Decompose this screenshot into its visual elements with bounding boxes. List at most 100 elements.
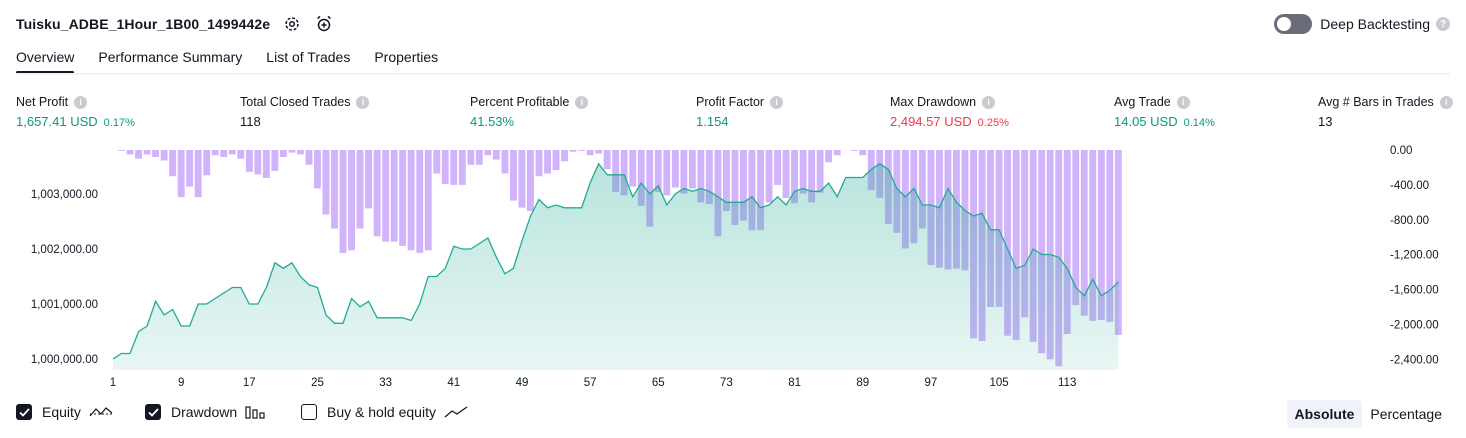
drawdown-bar <box>390 150 398 242</box>
info-icon[interactable]: i <box>982 95 996 109</box>
info-icon[interactable]: i <box>356 95 370 109</box>
metric-avg-bars-in-trades: Avg # Bars in Trades i 13 <box>1318 94 1453 130</box>
drawdown-bar <box>365 150 372 209</box>
drawdown-bar <box>578 150 585 151</box>
drawdown-bar <box>629 150 637 187</box>
right-tick-label: -2,000.00 <box>1390 319 1439 331</box>
alarm-clock-add-icon[interactable] <box>314 14 334 34</box>
drawdown-bar <box>169 150 177 177</box>
x-tick-label: 97 <box>925 377 938 389</box>
checkbox-unchecked-icon[interactable] <box>301 404 317 420</box>
drawdown-bar <box>424 150 432 251</box>
drawdown-bar <box>399 150 407 246</box>
drawdown-bar <box>407 150 415 251</box>
metric-label: Total Closed Trades <box>240 95 351 109</box>
drawdown-bar <box>254 150 262 175</box>
drawdown-bar <box>373 150 381 237</box>
tab-list-of-trades[interactable]: List of Trades <box>266 49 351 65</box>
drawdown-bar <box>603 150 611 170</box>
right-axis: 0.00 -400.00 -800.00 -1,200.00 -1,600.00 -2,0… <box>1390 145 1439 366</box>
x-tick-label: 57 <box>584 377 597 389</box>
drawdown-bar <box>791 150 798 204</box>
x-tick-label: 81 <box>788 377 801 389</box>
x-axis: 1 9 17 25 33 41 49 57 65 73 81 89 97 105 113 <box>110 377 1077 389</box>
right-tick-label: -800.00 <box>1390 215 1429 227</box>
tab-performance-summary[interactable]: Performance Summary <box>98 49 243 65</box>
drawdown-bar <box>211 150 219 156</box>
equity-label: Equity <box>42 404 81 420</box>
drawdown-bar <box>544 150 551 174</box>
drawdown-label: Drawdown <box>171 404 238 420</box>
drawdown-bar <box>356 150 364 229</box>
drawdown-bar <box>723 150 730 211</box>
drawdown-bar <box>1097 150 1105 320</box>
drawdown-bar <box>450 150 458 185</box>
bars-icon <box>245 404 265 420</box>
metric-percent: 0.17% <box>103 117 135 129</box>
drawdown-bar <box>825 150 833 163</box>
metric-value: 2,494.57 USD <box>890 114 972 129</box>
info-icon[interactable]: i <box>1176 95 1190 109</box>
percentage-button[interactable]: Percentage <box>1370 406 1442 422</box>
deep-backtesting-toggle[interactable] <box>1274 14 1313 34</box>
drawdown-bar <box>382 150 390 242</box>
tab-properties[interactable]: Properties <box>374 49 439 65</box>
drawdown-bar <box>816 150 824 193</box>
tab-overview[interactable]: Overview <box>16 46 75 74</box>
left-axis: 1,000,000.00 1,001,000.00 1,002,000.00 1,00… <box>31 189 98 366</box>
drawdown-bar <box>441 150 449 184</box>
equity-area <box>113 163 1119 370</box>
info-icon[interactable]: i <box>74 95 88 109</box>
drawdown-bar <box>637 150 645 206</box>
left-tick-label: 1,000,000.00 <box>31 354 98 366</box>
left-tick-label: 1,001,000.00 <box>31 299 98 311</box>
drawdown-bar <box>518 150 526 208</box>
metric-value: 1.154 <box>696 114 729 129</box>
drawdown-bar <box>697 150 705 203</box>
drawdown-bar <box>492 150 500 160</box>
drawdown-bar <box>1080 150 1088 316</box>
left-tick-label: 1,002,000.00 <box>31 244 98 256</box>
metric-value: 13 <box>1318 114 1333 129</box>
left-tick-label: 1,003,000.00 <box>31 189 98 201</box>
absolute-button[interactable]: Absolute <box>1286 400 1363 428</box>
drawdown-bar <box>220 150 228 157</box>
drawdown-bar <box>510 150 517 201</box>
drawdown-bar <box>186 150 194 187</box>
metric-max-drawdown: Max Drawdown i 2,494.57 USD 0.25% <box>890 94 1009 130</box>
settings-gear-icon[interactable] <box>282 14 302 34</box>
right-tick-label: -1,600.00 <box>1390 285 1439 297</box>
metric-value: 1,657.41 USD <box>16 114 98 129</box>
info-icon[interactable]: i <box>770 95 784 109</box>
metric-value: 118 <box>240 114 261 129</box>
drawdown-bar <box>1063 150 1071 334</box>
drawdown-bar <box>748 150 756 231</box>
tabs-divider <box>16 73 1450 75</box>
drawdown-bar <box>297 150 304 155</box>
x-tick-label: 25 <box>311 377 324 389</box>
info-icon[interactable]: i <box>1439 95 1453 109</box>
drawdown-bar <box>688 150 696 189</box>
drawdown-checkbox[interactable]: Drawdown <box>145 404 265 420</box>
metric-percent: 0.14% <box>1183 117 1215 129</box>
checkbox-checked-icon[interactable] <box>16 404 32 420</box>
drawdown-bar <box>808 150 816 203</box>
metric-label: Percent Profitable <box>470 95 570 109</box>
metric-label: Max Drawdown <box>890 95 977 109</box>
drawdown-bar <box>569 150 577 152</box>
equity-drawdown-chart[interactable]: 1,000,000.00 1,001,000.00 1,002,000.00 1,00… <box>0 140 1466 395</box>
help-question-icon[interactable]: ? <box>1436 17 1450 31</box>
metric-value: 14.05 USD <box>1114 114 1178 129</box>
equity-checkbox[interactable]: Equity <box>16 404 113 420</box>
metric-avg-trade: Avg Trade i 14.05 USD 0.14% <box>1114 94 1215 130</box>
drawdown-bar <box>143 150 151 155</box>
metric-percent: 0.25% <box>977 117 1009 129</box>
chart-legend-bar: Equity Drawdown Buy & hold equity Absolu… <box>0 398 1466 430</box>
drawdown-bar <box>859 150 867 156</box>
drawdown-bar <box>279 150 287 157</box>
x-tick-label: 49 <box>516 377 529 389</box>
x-tick-label: 89 <box>856 377 869 389</box>
info-icon[interactable]: i <box>575 95 589 109</box>
checkbox-checked-icon[interactable] <box>145 404 161 420</box>
buy-hold-equity-checkbox[interactable]: Buy & hold equity <box>301 404 468 420</box>
